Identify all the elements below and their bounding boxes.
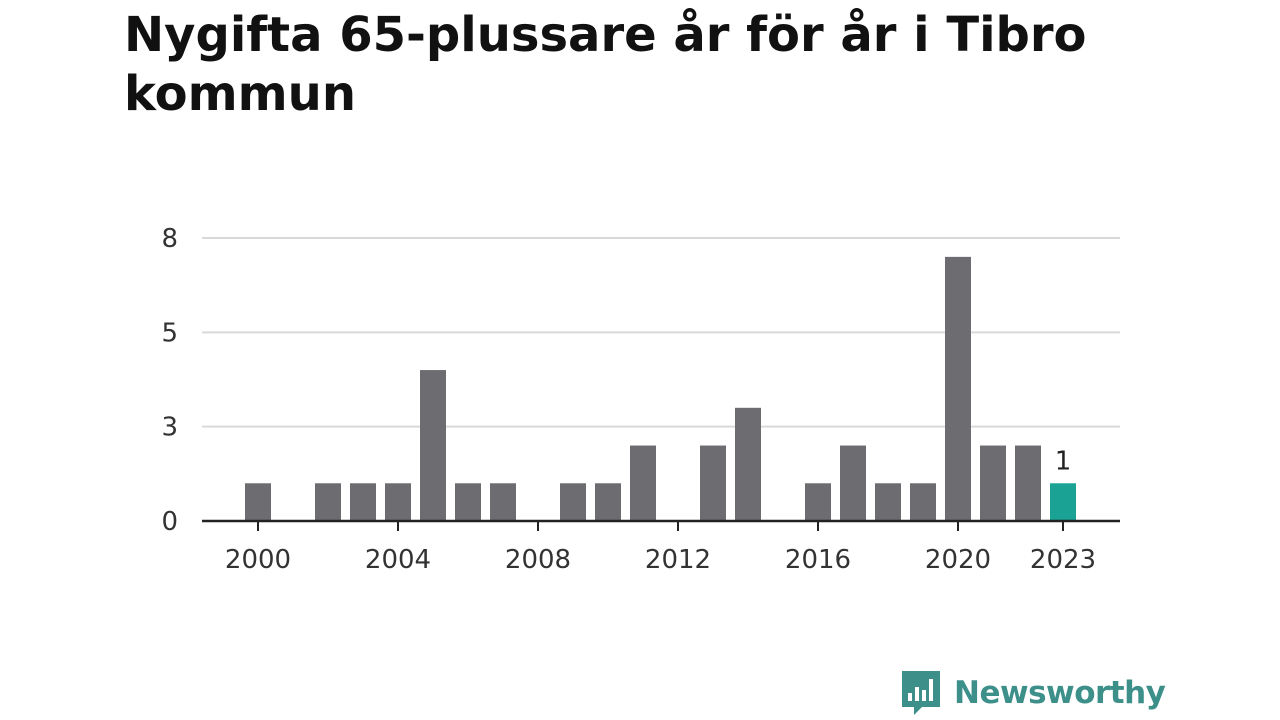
x-tick-label: 2000: [225, 545, 291, 575]
bar: [385, 483, 411, 521]
bar: [735, 407, 761, 521]
chart-title: Nygifta 65-plussare år för år i Tibro ko…: [124, 7, 1087, 122]
bar: [490, 483, 516, 521]
bar-highlight: [1050, 483, 1076, 521]
bar: [945, 256, 971, 521]
y-tick-label: 8: [161, 224, 178, 254]
bar: [805, 483, 831, 521]
bar: [1015, 445, 1041, 521]
brand-name: Newsworthy: [954, 675, 1166, 711]
axes: [202, 519, 1120, 531]
bar: [560, 483, 586, 521]
bar: [350, 483, 376, 521]
bar: [840, 445, 866, 521]
y-tick-label: 5: [161, 318, 178, 348]
gridlines: [202, 237, 1120, 428]
x-tick-label: 2020: [925, 545, 991, 575]
bar: [595, 483, 621, 521]
brand-logo-group: Newsworthy: [900, 668, 1166, 718]
bar-chart-speech-bubble-icon: [902, 671, 940, 715]
bar: [420, 370, 446, 521]
labels: 0 3 5 8 1 2000 2004 2008 2012 2016 2020 2023: [161, 224, 1096, 575]
bar: [980, 445, 1006, 521]
x-tick-label: 2004: [365, 545, 431, 575]
bar: [630, 445, 656, 521]
bar: [315, 483, 341, 521]
y-tick-label: 0: [161, 507, 178, 537]
data-label: 1: [1055, 446, 1072, 476]
x-tick-label: 2023: [1030, 545, 1096, 575]
x-tick-label: 2016: [785, 545, 851, 575]
x-tick-label: 2008: [505, 545, 571, 575]
bar: [455, 483, 481, 521]
bar: [700, 445, 726, 521]
bar: [245, 483, 271, 521]
y-tick-label: 3: [161, 413, 178, 443]
x-tick-label: 2012: [645, 545, 711, 575]
bars: [245, 256, 1076, 521]
bar: [910, 483, 936, 521]
bar: [875, 483, 901, 521]
bar-chart: 0 3 5 8 1 2000 2004 2008 2012 2016 2020 2023: [161, 224, 1120, 575]
